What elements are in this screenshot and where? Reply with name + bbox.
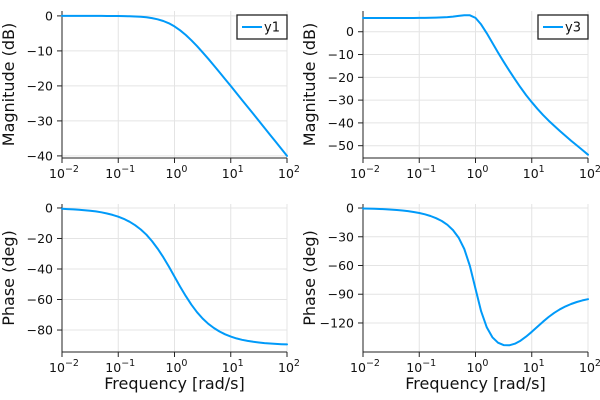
series-line-y3 bbox=[362, 207, 589, 347]
y-axis-label: Magnitude (dB) bbox=[300, 23, 319, 146]
y-tick-label: 0 bbox=[45, 8, 53, 23]
subplot-phase-y1: 10−2 10−1 100 101 102 0 −20 −40 −60 −80 Phase (deg… bbox=[0, 200, 300, 393]
x-tick-label: 10−2 bbox=[49, 358, 79, 375]
y-tick-label: −30 bbox=[328, 93, 354, 108]
y-axis-label: Magnitude (dB) bbox=[0, 23, 18, 146]
x-tick-label: 101 bbox=[523, 164, 545, 181]
x-tick-label: 101 bbox=[222, 358, 244, 375]
y-tick-label: −90 bbox=[328, 287, 354, 302]
legend: y1 bbox=[236, 14, 288, 40]
y-tick-label: 0 bbox=[346, 24, 354, 39]
y-tick-label: −120 bbox=[320, 315, 354, 330]
x-axis-label: Frequency [rad/s] bbox=[104, 374, 245, 393]
y-tick-label: −20 bbox=[328, 70, 354, 85]
y-tick-label: −30 bbox=[328, 229, 354, 244]
x-tick-label: 101 bbox=[523, 358, 545, 375]
y-tick-label: −60 bbox=[328, 258, 354, 273]
x-tick-label: 100 bbox=[166, 358, 188, 375]
x-tick-label: 10−1 bbox=[406, 164, 436, 181]
x-tick-label: 10−1 bbox=[406, 358, 436, 375]
y-axis-label: Phase (deg) bbox=[0, 230, 18, 326]
series-line-y1 bbox=[61, 14, 288, 157]
x-tick-label: 102 bbox=[579, 164, 600, 181]
y-tick-label: −30 bbox=[27, 113, 53, 128]
y-tick-label: −40 bbox=[27, 261, 53, 276]
series-line-y1 bbox=[61, 207, 288, 346]
y-tick-label: −40 bbox=[328, 115, 354, 130]
x-tick-label: 102 bbox=[278, 358, 300, 375]
y-tick-label: −10 bbox=[328, 47, 354, 62]
y-tick-label: −80 bbox=[27, 323, 53, 338]
x-tick-label: 10−2 bbox=[49, 164, 79, 181]
y-tick-label: −20 bbox=[27, 78, 53, 93]
x-tick-label: 10−2 bbox=[350, 164, 380, 181]
subplot-magnitude-y3: 10−2 10−1 100 101 102 0 −10 −20 −30 −40 −50 Magnitu… bbox=[300, 11, 600, 181]
x-tick-label: 10−1 bbox=[105, 164, 135, 181]
y-tick-label: 0 bbox=[45, 200, 53, 215]
y-tick-label: −10 bbox=[27, 43, 53, 58]
x-tick-label: 102 bbox=[278, 164, 300, 181]
y-tick-label: −40 bbox=[27, 148, 53, 163]
y-tick-label: −50 bbox=[328, 138, 354, 153]
y-tick-label: −60 bbox=[27, 292, 53, 307]
x-tick-label: 100 bbox=[467, 164, 489, 181]
series-line-y3 bbox=[362, 14, 589, 156]
y-axis-label: Phase (deg) bbox=[300, 230, 319, 326]
x-axis-label: Frequency [rad/s] bbox=[405, 374, 546, 393]
legend-label: y1 bbox=[264, 21, 280, 36]
y-tick-label: −20 bbox=[27, 231, 53, 246]
x-tick-label: 101 bbox=[222, 164, 244, 181]
legend: y3 bbox=[537, 14, 589, 40]
y-tick-label: 0 bbox=[346, 201, 354, 216]
x-tick-label: 100 bbox=[166, 164, 188, 181]
subplot-magnitude-y1: 10−2 10−1 100 101 102 0 −10 −20 −30 −40 Magnitude … bbox=[0, 8, 300, 181]
x-tick-label: 100 bbox=[467, 358, 489, 375]
legend-label: y3 bbox=[565, 21, 581, 36]
x-tick-label: 102 bbox=[579, 358, 600, 375]
x-tick-label: 10−2 bbox=[350, 358, 380, 375]
x-tick-label: 10−1 bbox=[105, 358, 135, 375]
